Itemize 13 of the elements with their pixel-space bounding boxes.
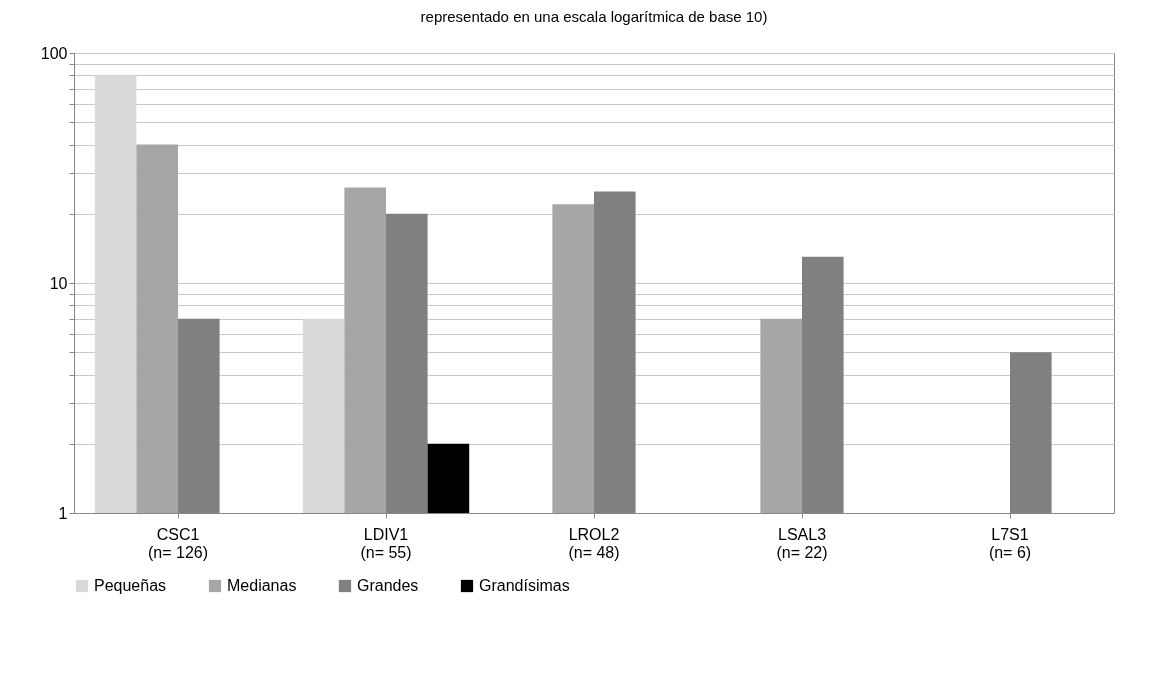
x-tick-label: LSAL3 (n= 22) bbox=[776, 525, 828, 561]
x-tick-label: LDIV1 (n= 55) bbox=[360, 525, 412, 561]
legend-label: Pequeñas bbox=[94, 577, 167, 594]
y-tick-label: 10 bbox=[49, 274, 68, 292]
y-tick-label: 1 bbox=[58, 504, 68, 522]
x-tick-label: LROL2 (n= 48) bbox=[568, 525, 620, 561]
legend-label: Grandísimas bbox=[479, 577, 570, 594]
x-tick-label: L7S1 (n= 6) bbox=[988, 525, 1032, 561]
chart-title: representado en una escala logarítmica de base 10) bbox=[420, 8, 768, 25]
legend-label: Grandes bbox=[357, 577, 419, 594]
x-tick-label: CSC1 (n= 126) bbox=[147, 525, 209, 561]
y-tick-label: 100 bbox=[40, 44, 68, 62]
legend-label: Medianas bbox=[227, 577, 297, 594]
